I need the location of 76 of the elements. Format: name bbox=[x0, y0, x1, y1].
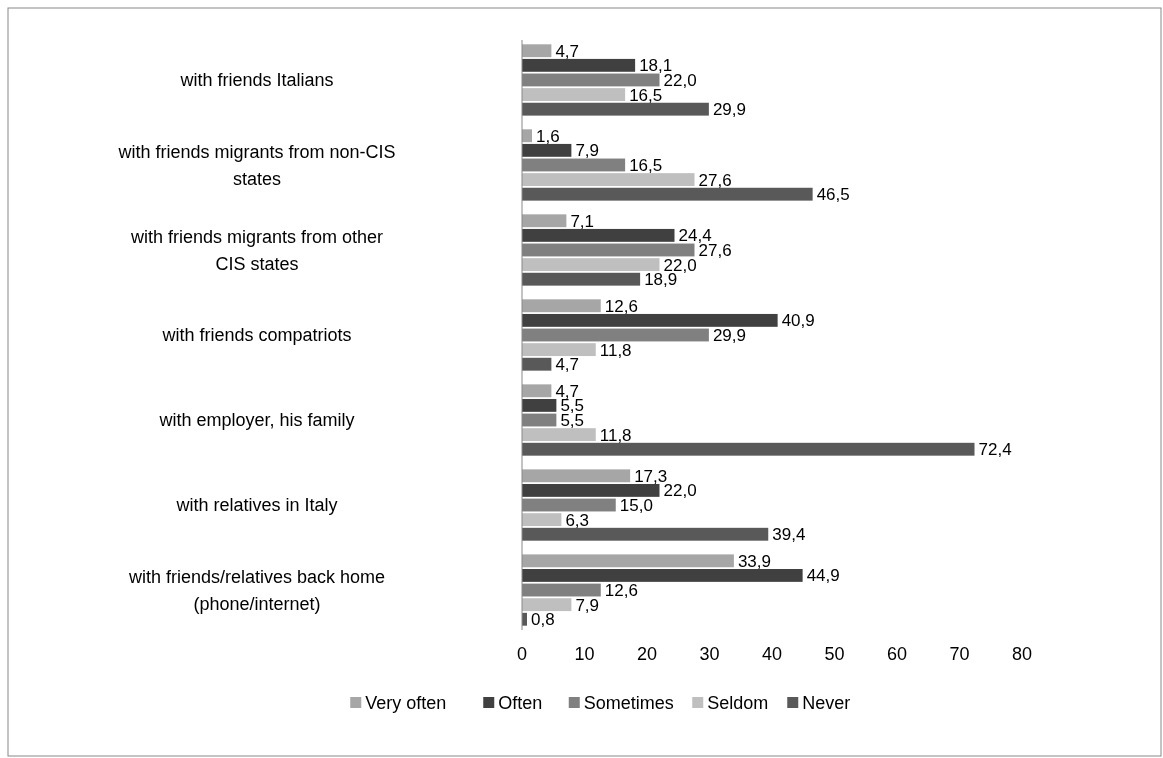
data-label: 11,8 bbox=[599, 340, 632, 360]
bar bbox=[522, 88, 626, 101]
bar bbox=[522, 214, 567, 228]
bar bbox=[522, 102, 709, 116]
data-label: 44,9 bbox=[806, 566, 840, 586]
bar bbox=[522, 313, 778, 327]
data-label: 33,9 bbox=[737, 551, 771, 571]
y-tick-label: with relatives in Italy bbox=[175, 495, 338, 516]
data-label: 22,0 bbox=[663, 481, 697, 501]
data-label: 12,6 bbox=[604, 580, 638, 600]
data-label: 1,6 bbox=[536, 126, 560, 146]
x-tick-label: 20 bbox=[636, 644, 658, 664]
legend-label: Often bbox=[498, 693, 543, 714]
data-label: 72,4 bbox=[978, 440, 1012, 460]
bar bbox=[522, 357, 552, 371]
data-label: 4,7 bbox=[555, 381, 580, 401]
bar bbox=[522, 483, 660, 497]
data-label: 46,5 bbox=[816, 185, 850, 205]
bar bbox=[522, 569, 803, 582]
bar bbox=[522, 258, 660, 272]
bar bbox=[522, 469, 631, 483]
bar bbox=[522, 398, 557, 412]
bar bbox=[522, 384, 552, 398]
data-label: 7,9 bbox=[575, 595, 600, 615]
x-tick-label: 30 bbox=[699, 644, 720, 664]
x-tick-label: 10 bbox=[574, 644, 595, 664]
bar bbox=[522, 343, 596, 357]
data-label: 15,0 bbox=[619, 495, 653, 515]
x-tick-label: 80 bbox=[1011, 644, 1033, 664]
data-label: 39,4 bbox=[772, 525, 806, 545]
bar bbox=[522, 228, 675, 242]
data-label: 11,8 bbox=[599, 425, 632, 445]
y-tick-label: with friends migrants from non-CIS states bbox=[117, 142, 396, 190]
data-label: 4,7 bbox=[555, 41, 580, 61]
bar bbox=[522, 143, 572, 157]
data-label: 0,8 bbox=[531, 610, 555, 630]
x-tick-label: 70 bbox=[949, 644, 970, 664]
bar bbox=[522, 44, 552, 58]
data-label: 16,5 bbox=[629, 85, 663, 105]
bar bbox=[522, 442, 975, 456]
data-label: 16,5 bbox=[629, 155, 663, 175]
legend-label: Seldom bbox=[707, 693, 769, 714]
data-label: 12,6 bbox=[604, 296, 638, 316]
y-tick-label: with friends compatriots bbox=[161, 325, 352, 346]
data-label: 7,1 bbox=[570, 211, 595, 231]
bar bbox=[522, 428, 596, 442]
data-label: 29,9 bbox=[712, 325, 746, 345]
x-tick-label: 50 bbox=[824, 644, 845, 664]
x-tick-label: 60 bbox=[886, 644, 908, 664]
bar bbox=[522, 527, 769, 541]
y-tick-label: with friends migrants from other CIS states bbox=[129, 227, 384, 275]
bar bbox=[522, 58, 636, 72]
bar bbox=[522, 299, 601, 313]
legend-label: Never bbox=[802, 693, 851, 714]
bar bbox=[522, 129, 532, 143]
x-tick-label: 40 bbox=[761, 644, 783, 664]
data-label: 18,9 bbox=[644, 270, 678, 290]
y-tick-label: with friends/relatives back home (phone/internet) bbox=[127, 567, 386, 615]
data-label: 6,3 bbox=[565, 510, 590, 530]
data-label: 29,9 bbox=[712, 100, 746, 120]
legend-label: Very often bbox=[365, 693, 447, 714]
x-tick-label: 0 bbox=[516, 644, 528, 664]
data-label: 22,0 bbox=[663, 70, 697, 90]
y-tick-label: with employer, his family bbox=[158, 410, 355, 431]
data-label: 27,6 bbox=[698, 170, 732, 190]
data-label: 40,9 bbox=[781, 311, 815, 331]
data-label: 7,9 bbox=[575, 141, 600, 161]
bar bbox=[522, 513, 562, 527]
data-label: 4,7 bbox=[555, 355, 580, 375]
bar bbox=[522, 187, 813, 201]
bar bbox=[522, 272, 641, 286]
bar bbox=[522, 554, 734, 568]
bar bbox=[522, 598, 572, 612]
bar bbox=[522, 173, 695, 187]
y-tick-label: with friends Italians bbox=[179, 70, 334, 91]
legend-label: Sometimes bbox=[583, 693, 674, 714]
